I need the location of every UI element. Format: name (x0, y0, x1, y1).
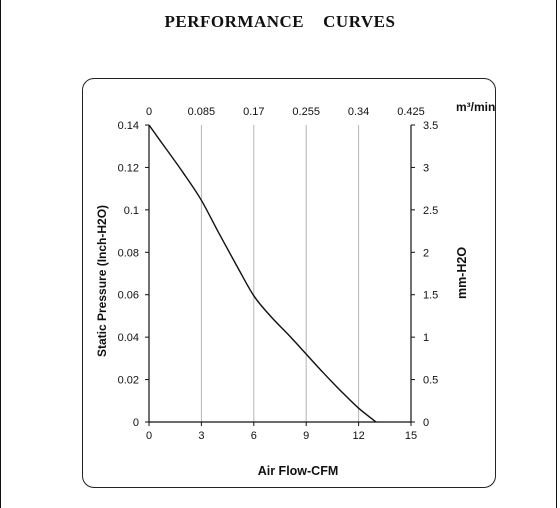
left-tick-label: 0.14 (118, 120, 139, 132)
left-tick-label: 0.12 (118, 162, 139, 174)
chart-grid (200, 125, 360, 422)
page-title: PERFORMANCE CURVES (164, 12, 396, 31)
performance-curve (148, 124, 377, 423)
chart-axes (148, 125, 412, 423)
right-tick-label: 2 (423, 247, 429, 259)
left-tick-label: 0.04 (118, 332, 139, 344)
x-tick-label: 0 (146, 430, 152, 442)
x-tick-label: 6 (251, 430, 257, 442)
right-tick-label: 1.5 (423, 290, 438, 302)
right-tick-label: 1 (423, 332, 429, 344)
left-tick-label: 0 (133, 417, 139, 429)
right-tick-label: 0.5 (423, 375, 438, 387)
left-tick-label: 0.08 (118, 247, 139, 259)
right-tick-label: 3 (423, 162, 429, 174)
top-tick-label: 0.425 (397, 106, 425, 118)
top-tick-label: 0.085 (188, 106, 216, 118)
chart-series (148, 124, 377, 423)
left-tick-label: 0.02 (118, 375, 139, 387)
right-tick-label: 2.5 (423, 205, 438, 217)
x-axis-label: Air Flow-CFM (258, 464, 339, 478)
chart-panel (82, 78, 496, 488)
x-tick-label: 3 (198, 430, 204, 442)
top-tick-label: 0.34 (348, 106, 369, 118)
right-axis-label: mm-H2O (455, 247, 469, 299)
left-axis-label: Static Pressure (Inch-H2O) (95, 205, 109, 357)
left-tick-label: 0.1 (124, 205, 139, 217)
right-tick-label: 0 (423, 417, 429, 429)
x-tick-label: 9 (303, 430, 309, 442)
right-tick-label: 3.5 (423, 120, 438, 132)
x-tick-label: 12 (352, 430, 364, 442)
chart-ticks: 0 3 6 9 12 150 0.085 0.17 0.255 0.34 0.42500.020.0… (118, 106, 439, 442)
left-tick-label: 0.06 (118, 290, 139, 302)
top-tick-label: 0 (146, 106, 152, 118)
x-tick-label: 15 (405, 430, 417, 442)
top-tick-label: 0.255 (292, 106, 320, 118)
top-tick-label: 0.17 (243, 106, 264, 118)
top-axis-unit-label: m³/min (456, 100, 495, 114)
